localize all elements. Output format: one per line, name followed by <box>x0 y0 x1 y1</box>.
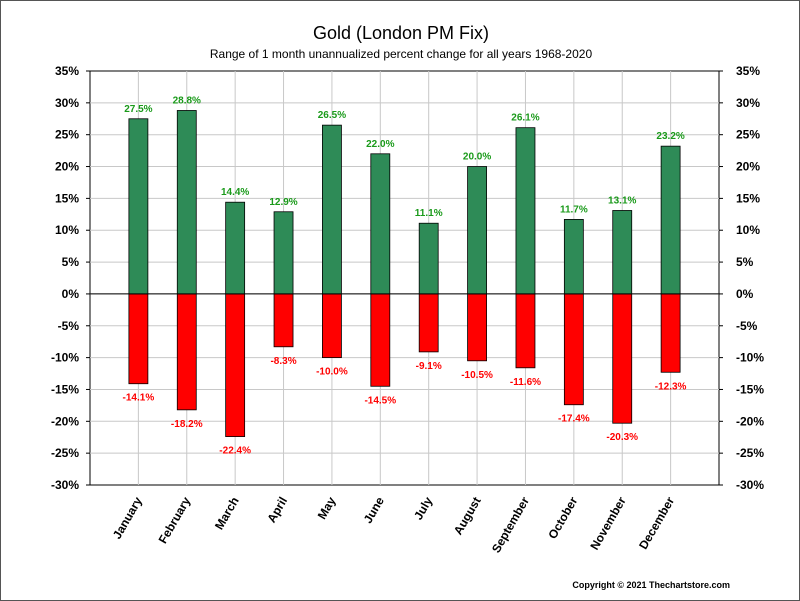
x-tick-label: January <box>110 494 145 541</box>
bar-positive <box>660 145 681 295</box>
y-tick-label-left: 35% <box>55 64 79 78</box>
y-tick-label-left: -15% <box>51 382 79 396</box>
data-label-negative: -9.1% <box>416 361 442 372</box>
y-tick-label-right: 25% <box>736 128 760 142</box>
y-tick-label-left: -20% <box>51 414 79 428</box>
data-label-positive: 14.4% <box>221 187 249 198</box>
x-axis: January February March April May June July Augu… <box>110 494 678 555</box>
bar-positive <box>612 210 633 295</box>
y-tick-label-right: 30% <box>736 96 760 110</box>
bar-negative <box>225 293 246 437</box>
x-tick-label: August <box>451 494 484 537</box>
y-tick-label-right: -25% <box>736 446 764 460</box>
bar-positive <box>225 201 246 295</box>
bar-negative <box>418 293 439 353</box>
y-tick-label-left: 10% <box>55 223 79 237</box>
bar-positive <box>128 118 149 295</box>
y-tick-label-right: -10% <box>736 351 764 365</box>
bar-positive <box>370 153 391 295</box>
bar-negative <box>273 293 294 348</box>
y-tick-label-left: 0% <box>62 287 80 301</box>
bar-positive <box>176 110 197 295</box>
data-label-positive: 13.1% <box>608 195 636 206</box>
x-tick-label: April <box>264 495 290 526</box>
data-label-negative: -14.1% <box>123 393 155 404</box>
y-tick-label-left: -30% <box>51 478 79 492</box>
data-label-positive: 26.5% <box>318 110 346 121</box>
data-label-negative: -10.5% <box>461 370 493 381</box>
bar-negative <box>467 293 487 362</box>
y-tick-label-left: -25% <box>51 446 79 460</box>
y-axis-right: 35% 30% 25% 20% 15% 10% 5% 0% -5% -10% -15% -20% -25… <box>719 64 764 492</box>
y-tick-label-right: -15% <box>736 382 764 396</box>
data-label-positive: 11.7% <box>560 204 588 215</box>
data-labels: 27.5% -14.1% 28.8% -18.2% 14.4% -22.4% 12.9% -8… <box>123 95 687 456</box>
y-tick-label-left: 30% <box>55 96 79 110</box>
y-tick-label-right: 20% <box>736 160 760 174</box>
x-tick-label: July <box>411 494 435 522</box>
y-tick-label-right: -20% <box>736 414 764 428</box>
data-label-positive: 20.0% <box>463 152 491 163</box>
y-tick-label-right: 15% <box>736 191 760 205</box>
x-tick-label: May <box>315 494 339 521</box>
y-tick-label-right: -5% <box>736 319 758 333</box>
y-tick-label-right: -30% <box>736 478 764 492</box>
data-label-negative: -14.5% <box>364 395 396 406</box>
y-tick-label-left: -10% <box>51 351 79 365</box>
x-tick-label: December <box>636 494 677 552</box>
bar-positive <box>515 127 536 295</box>
data-label-positive: 12.9% <box>269 197 297 208</box>
data-label-positive: 11.1% <box>415 208 443 219</box>
bar-negative <box>322 293 342 359</box>
bar-positive <box>563 219 584 295</box>
y-tick-label-left: -5% <box>58 319 80 333</box>
y-axis-left: 35% 30% 25% 20% 15% 10% 5% 0% -5% -10% -15% -20% -25… <box>51 64 90 492</box>
bar-negative <box>128 293 149 385</box>
x-tick-label: October <box>545 494 580 541</box>
x-tick-label: November <box>587 494 629 552</box>
data-label-positive: 27.5% <box>124 104 152 115</box>
bar-positive <box>418 222 439 295</box>
bar-positive <box>322 124 342 295</box>
y-tick-label-right: 10% <box>736 223 760 237</box>
bar-negative <box>563 293 584 406</box>
x-tick-label: March <box>212 495 242 533</box>
data-label-negative: -22.4% <box>219 446 251 457</box>
plot-area <box>89 70 720 486</box>
chart-title: Gold (London PM Fix) <box>313 23 489 43</box>
y-tick-label-right: 0% <box>736 287 754 301</box>
bar-negative <box>515 293 536 369</box>
x-tick-label: June <box>361 494 387 526</box>
y-tick-label-right: 35% <box>736 64 760 78</box>
bar-negative <box>176 293 197 411</box>
bar-negative <box>370 293 391 387</box>
chart-subtitle: Range of 1 month unannualized percent ch… <box>210 47 593 61</box>
y-tick-label-left: 5% <box>62 255 80 269</box>
data-label-negative: -17.4% <box>558 414 590 425</box>
bar-negative <box>660 293 681 373</box>
data-label-positive: 28.8% <box>173 95 201 106</box>
bar-positive <box>273 211 294 295</box>
data-label-negative: -8.3% <box>270 356 296 367</box>
data-label-positive: 26.1% <box>511 113 539 124</box>
data-label-negative: -20.3% <box>606 432 638 443</box>
data-label-negative: -10.0% <box>316 367 348 378</box>
copyright-text: Copyright © 2021 Thechartstore.com <box>572 580 730 590</box>
y-tick-label-left: 25% <box>55 128 79 142</box>
y-tick-label-right: 5% <box>736 255 754 269</box>
x-tick-label: September <box>489 494 532 555</box>
x-tick-label: February <box>156 494 194 546</box>
bar-positive <box>467 166 487 295</box>
data-label-positive: 22.0% <box>366 139 394 150</box>
y-tick-label-left: 15% <box>55 191 79 205</box>
data-label-negative: -18.2% <box>171 419 203 430</box>
bars <box>128 110 681 437</box>
y-tick-label-left: 20% <box>55 160 79 174</box>
data-label-negative: -11.6% <box>510 377 541 388</box>
data-label-negative: -12.3% <box>655 381 687 392</box>
data-label-positive: 23.2% <box>656 131 684 142</box>
bar-negative <box>612 293 633 424</box>
